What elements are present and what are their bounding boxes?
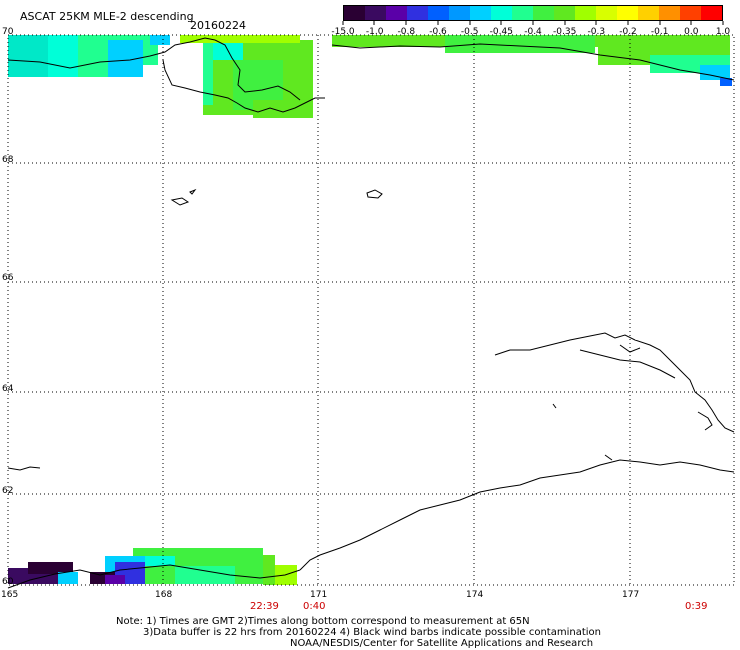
color-scale-segment — [638, 6, 659, 20]
color-scale-label: -0.35 — [553, 27, 577, 37]
color-scale-label: -15.0 — [331, 27, 355, 37]
color-scale-segment — [407, 6, 428, 20]
data-swath-south — [8, 548, 297, 585]
color-scale-segment — [365, 6, 386, 20]
lat-label-68: 68 — [2, 155, 14, 165]
lon-label-171: 171 — [310, 590, 328, 600]
note-line-2: 3)Data buffer is 22 hrs from 20160224 4)… — [143, 627, 601, 638]
color-scale-label: -0.8 — [397, 27, 416, 37]
lat-label-60: 60 — [2, 577, 14, 587]
color-scale-bar — [343, 5, 723, 21]
lat-label-66: 66 — [2, 273, 14, 283]
color-scale-segment — [596, 6, 617, 20]
color-scale-label: 0.0 — [684, 27, 699, 37]
color-scale-label: -0.45 — [489, 27, 513, 37]
map-frame — [7, 34, 735, 586]
color-scale-segment — [491, 6, 512, 20]
color-scale-segment — [428, 6, 449, 20]
color-scale-label: -0.1 — [650, 27, 669, 37]
note-line-3: NOAA/NESDIS/Center for Satellite Applica… — [290, 638, 594, 649]
color-scale-segment — [386, 6, 407, 20]
time-label: 22:39 — [250, 601, 279, 612]
color-scale-label: -0.4 — [524, 27, 542, 37]
lat-label-70: 70 — [2, 27, 14, 37]
lat-label-64: 64 — [2, 384, 14, 394]
lat-label-62: 62 — [2, 486, 14, 496]
note-line-1: Note: 1) Times are GMT 2)Times along bot… — [116, 616, 530, 627]
chart-date: 20160224 — [190, 19, 246, 32]
color-scale-label: -1.0 — [365, 27, 384, 37]
color-scale-segment — [533, 6, 554, 20]
chart-title: ASCAT 25KM MLE-2 descending — [20, 10, 194, 23]
color-scale-segment — [617, 6, 638, 20]
color-scale-segment — [659, 6, 680, 20]
color-scale-segment — [554, 6, 575, 20]
time-label: 0:40 — [303, 601, 326, 612]
lon-label-174: 174 — [466, 590, 484, 600]
color-scale-segment — [701, 6, 722, 20]
color-scale-label: -0.6 — [429, 27, 447, 37]
color-scale-label: 1.0 — [715, 27, 731, 37]
lon-label-177: 177 — [622, 590, 640, 600]
color-scale-segment — [449, 6, 470, 20]
color-scale-segment — [575, 6, 596, 20]
color-scale-label: -0.2 — [619, 27, 637, 37]
color-scale-labels: -15.0 -1.0 -0.8 -0.6 -0.5 -0.45 -0.4 -0.35 -0.3 -… — [331, 27, 736, 39]
gridlines — [8, 35, 734, 585]
lon-label-165: 165 — [1, 590, 19, 600]
data-swath-northwest — [8, 35, 313, 118]
data-swath-northeast — [332, 35, 732, 86]
time-label: 0:39 — [685, 601, 708, 612]
color-scale-segment — [680, 6, 701, 20]
colorbar-ticks — [342, 21, 724, 25]
color-scale-label: -0.3 — [587, 27, 606, 37]
color-scale-segment — [512, 6, 533, 20]
color-scale-segment — [470, 6, 491, 20]
lon-label-168: 168 — [155, 590, 173, 600]
color-scale-label: -0.5 — [460, 27, 479, 37]
coastline — [7, 37, 735, 589]
color-scale-segment — [344, 6, 365, 20]
